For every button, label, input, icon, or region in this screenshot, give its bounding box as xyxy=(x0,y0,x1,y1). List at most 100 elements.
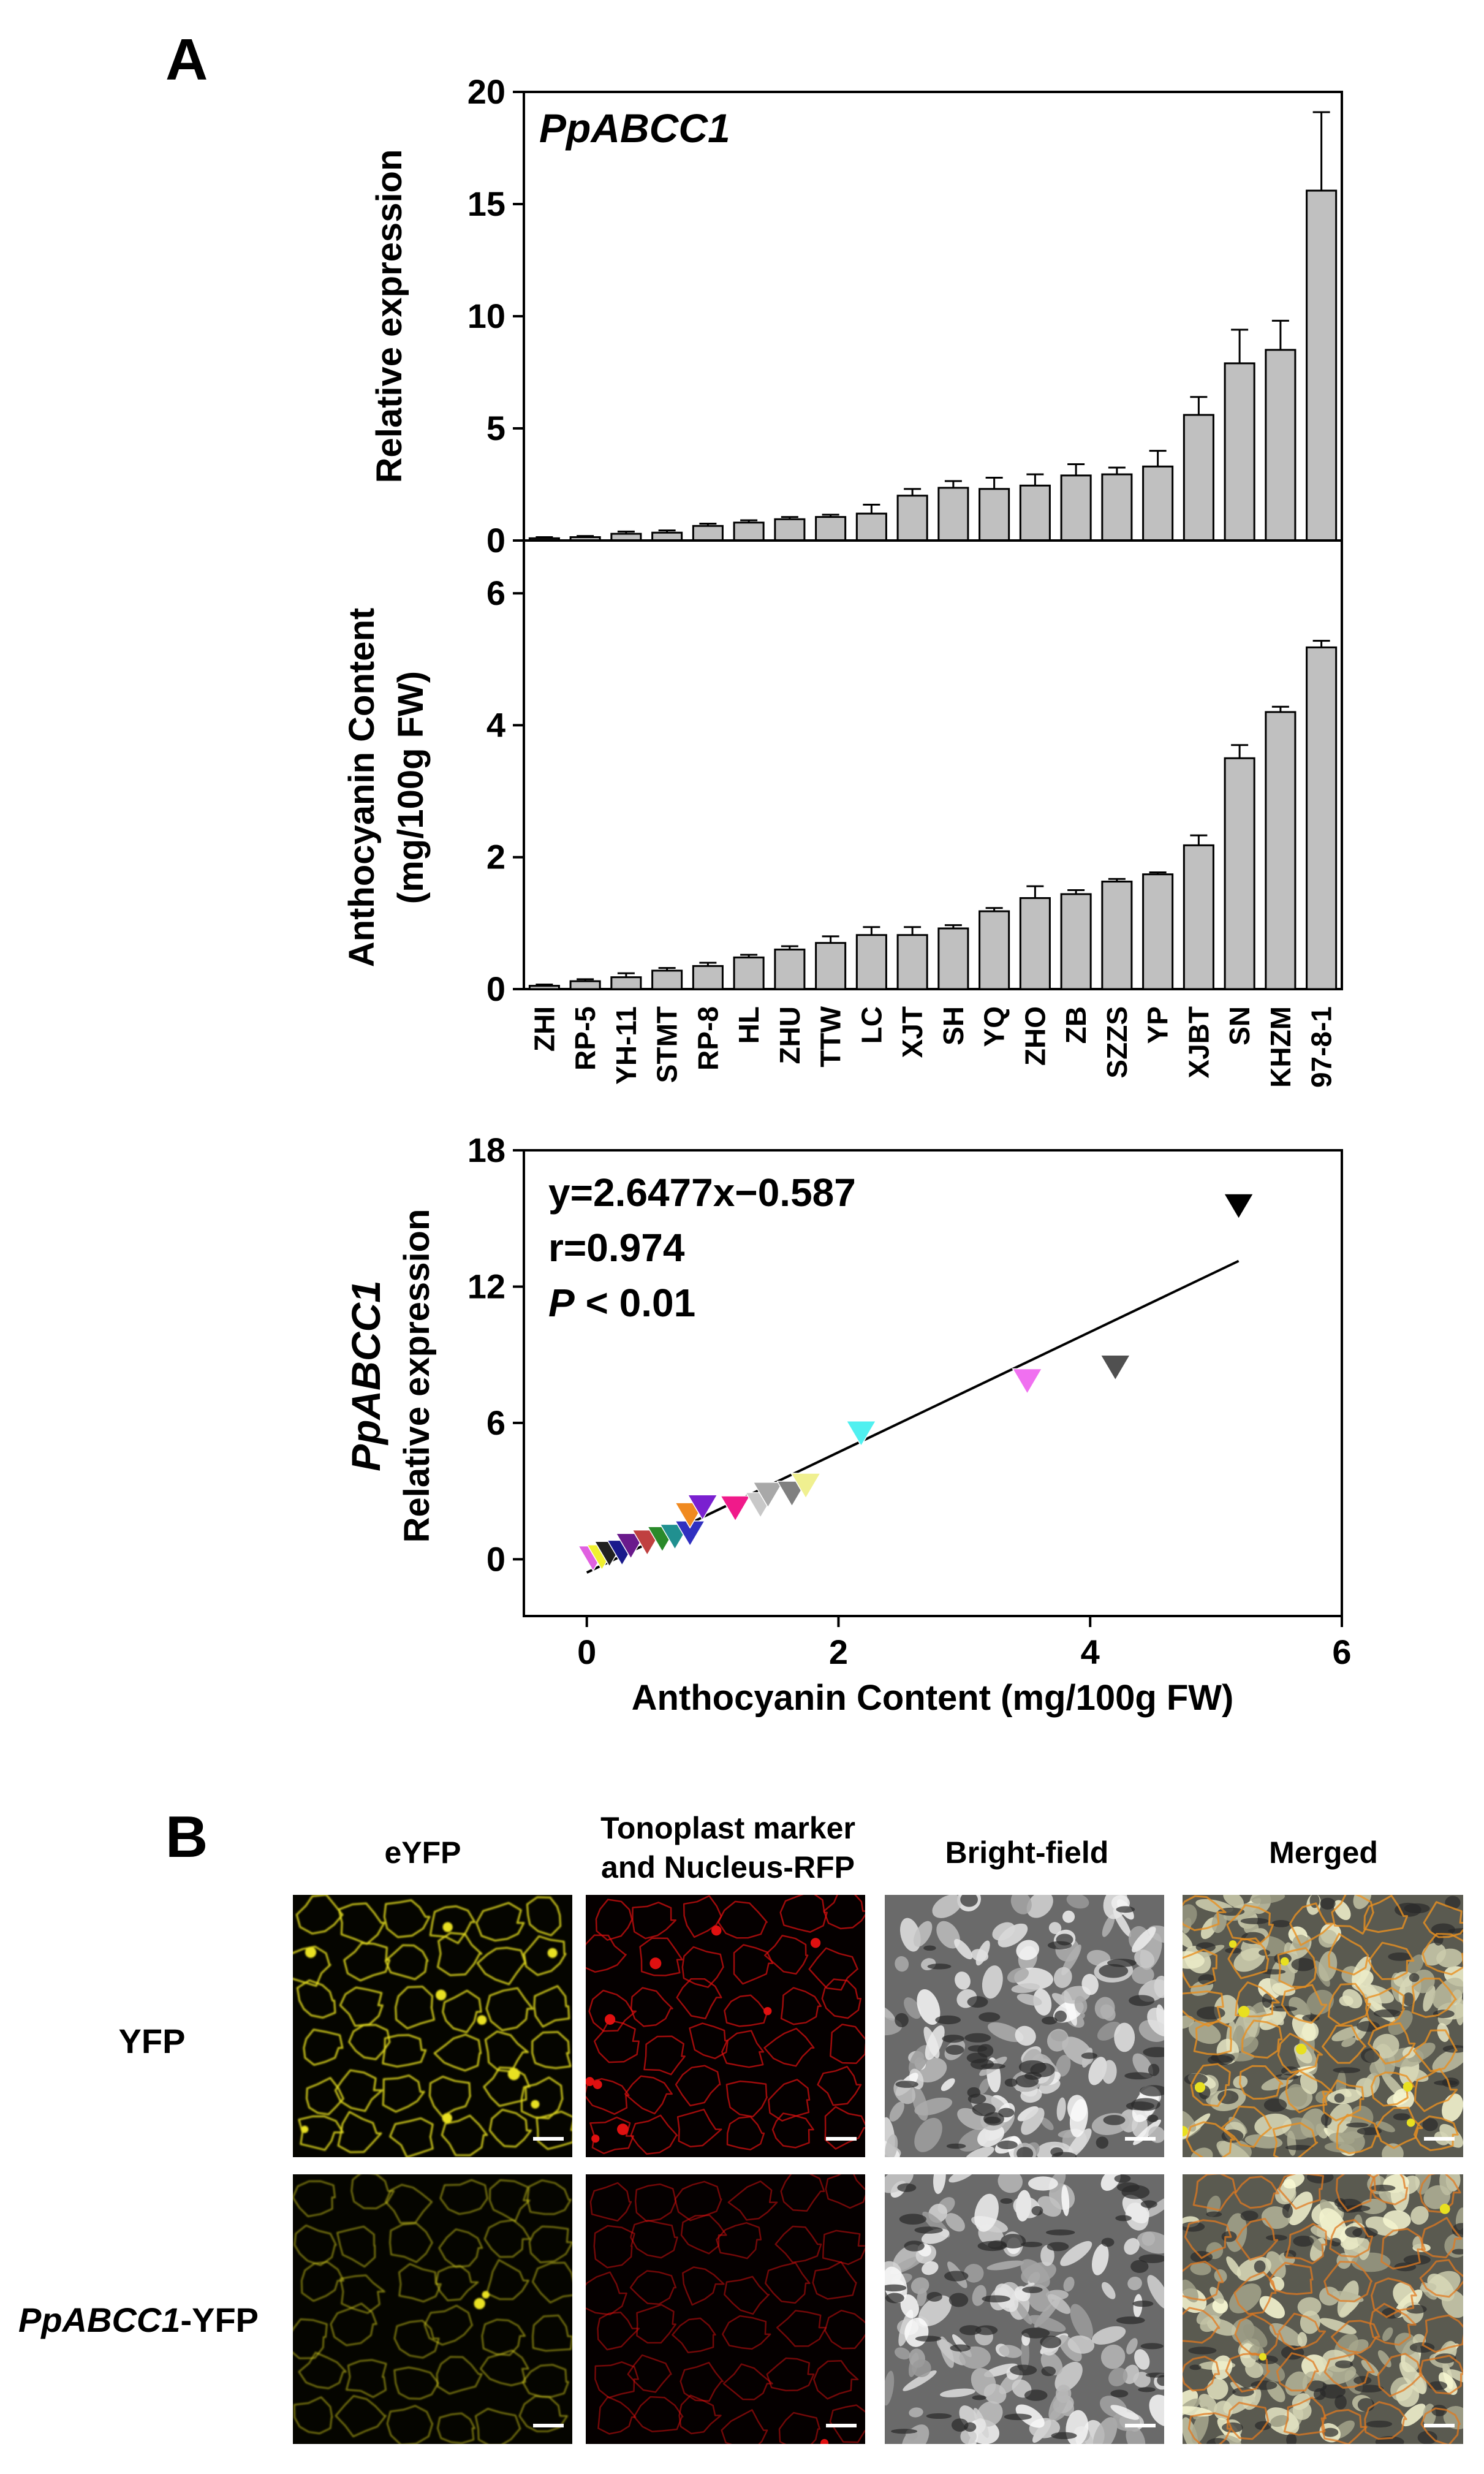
bar-rp-5 xyxy=(569,980,601,990)
expression-plot-frame xyxy=(523,91,1343,542)
category-label: ZHI xyxy=(528,1006,560,1052)
y-tick-label: 5 xyxy=(486,409,505,447)
y-tick-label: 12 xyxy=(468,1267,505,1305)
expression-bar-chart: PpABCC1 Relative expression 0 5 10 15 20 xyxy=(369,72,1343,560)
category-label: ZHO xyxy=(1019,1006,1051,1066)
category-label: XJT xyxy=(896,1006,928,1058)
y-tick-label: 0 xyxy=(486,1539,505,1578)
category-label: SH xyxy=(937,1006,969,1045)
bar-sn xyxy=(1224,362,1255,542)
anthocyanin-y-axis-title-line1: Anthocyanin Content xyxy=(342,608,382,967)
scatter-point xyxy=(752,1482,784,1509)
expression-y-axis-title: Relative expression xyxy=(369,150,409,484)
image-ppabcc1-eyfp xyxy=(293,2174,572,2444)
microscopy-panel: eYFP Tonoplast marker and Nucleus-RFP Br… xyxy=(18,1811,1463,2444)
scatter-point xyxy=(790,1473,822,1500)
y-tick-label: 0 xyxy=(486,521,505,560)
bar-sh xyxy=(937,927,969,990)
bar-xjt xyxy=(896,934,928,990)
panel-a-label: A xyxy=(165,27,208,93)
bar-zb xyxy=(1060,893,1092,990)
p-value-symbol: P xyxy=(548,1281,575,1325)
scale-bar xyxy=(1125,2424,1156,2427)
scale-bar xyxy=(533,2424,564,2427)
category-label: ZHU xyxy=(774,1006,806,1064)
row-label-ppabcc1-yfp: PpABCC1-YFP xyxy=(18,2301,259,2339)
category-label: ZB xyxy=(1060,1006,1092,1044)
correlation-r: r=0.974 xyxy=(548,1226,685,1270)
scale-bar xyxy=(826,2424,857,2427)
regression-equation: y=2.6477x−0.587 xyxy=(548,1171,856,1215)
bar-xjbt xyxy=(1183,414,1214,542)
bar-97-8-1 xyxy=(1306,646,1338,990)
bar-rp-8 xyxy=(692,965,724,990)
scale-bar xyxy=(1125,2137,1156,2141)
image-ppabcc1-merged xyxy=(1183,2174,1463,2444)
bar-97-8-1 xyxy=(1306,189,1338,542)
category-label: SN xyxy=(1224,1006,1255,1045)
y-tick-label: 6 xyxy=(486,1403,505,1442)
row-label-suffix: -YFP xyxy=(180,2301,259,2339)
row-label-yfp: YFP xyxy=(119,2022,186,2060)
category-label: XJBT xyxy=(1183,1006,1214,1079)
anthocyanin-y-axis-title-line2: (mg/100g FW) xyxy=(391,671,431,904)
bar-sh xyxy=(937,487,969,542)
scale-bar xyxy=(1424,2137,1455,2141)
y-tick-label: 0 xyxy=(486,969,505,1008)
bar-yq xyxy=(979,910,1010,990)
scatter-point xyxy=(1099,1354,1131,1381)
scatter-x-axis-title: Anthocyanin Content (mg/100g FW) xyxy=(632,1678,1234,1718)
bar-xjt xyxy=(896,495,928,542)
scatter-point xyxy=(719,1495,751,1522)
correlation-scatter-chart: PpABCC1 Relative expression Anthocyanin … xyxy=(343,1131,1352,1718)
col-header-eyfp: eYFP xyxy=(384,1835,461,1870)
expression-chart-title: PpABCC1 xyxy=(539,105,730,151)
category-label: HL xyxy=(733,1006,765,1044)
scatter-y-axis-gene: PpABCC1 xyxy=(343,1280,388,1471)
category-label: STMT xyxy=(651,1006,683,1083)
image-yfp-rfp xyxy=(586,1895,865,2157)
bar-sn xyxy=(1224,757,1255,990)
bar-zho xyxy=(1019,897,1051,990)
scale-bar xyxy=(533,2137,564,2141)
scatter-plot-frame xyxy=(523,1149,1343,1617)
row-label-gene: PpABCC1 xyxy=(18,2301,180,2339)
col-header-merged: Merged xyxy=(1269,1835,1378,1870)
scatter-y-axis-title: Relative expression xyxy=(397,1209,437,1543)
col-header-tonoplast-line2: and Nucleus-RFP xyxy=(601,1850,855,1884)
p-value: P < 0.01 xyxy=(548,1281,695,1325)
bar-lc xyxy=(855,512,887,542)
scatter-point xyxy=(687,1494,718,1521)
category-label: RP-5 xyxy=(569,1006,601,1071)
x-tick-label: 2 xyxy=(829,1633,848,1671)
bar-zhi xyxy=(528,985,560,990)
bar-zho xyxy=(1019,484,1051,542)
category-label: KHZM xyxy=(1265,1006,1297,1088)
y-tick-label: 15 xyxy=(468,184,505,223)
bar-szzs xyxy=(1101,473,1133,542)
scatter-point xyxy=(1223,1193,1254,1220)
category-label: LC xyxy=(855,1006,887,1044)
bar-khzm xyxy=(1265,711,1297,990)
x-tick-label: 4 xyxy=(1081,1633,1100,1671)
y-tick-label: 6 xyxy=(486,574,505,612)
scatter-point xyxy=(1012,1368,1043,1395)
category-label: 97-8-1 xyxy=(1306,1006,1338,1088)
bar-khzm xyxy=(1265,349,1297,542)
bar-szzs xyxy=(1101,881,1133,990)
bar-rp-8 xyxy=(692,525,724,542)
bar-stmt xyxy=(651,969,683,990)
bar-xjbt xyxy=(1183,844,1214,990)
y-tick-label: 4 xyxy=(486,705,505,744)
bar-yp xyxy=(1142,873,1174,990)
scale-bar xyxy=(1424,2424,1455,2427)
bar-zhu xyxy=(774,948,806,990)
image-yfp-bright-field xyxy=(885,1895,1164,2157)
category-label: YQ xyxy=(979,1006,1010,1047)
bar-zhu xyxy=(774,518,806,542)
anthocyanin-bar-chart: Anthocyanin Content (mg/100g FW) 0 2 4 6 ZH… xyxy=(342,539,1343,1088)
anthocyanin-plot-frame xyxy=(523,539,1343,990)
category-label: SZZS xyxy=(1101,1006,1133,1079)
bar-hl xyxy=(733,522,765,542)
image-ppabcc1-rfp xyxy=(586,2174,865,2444)
